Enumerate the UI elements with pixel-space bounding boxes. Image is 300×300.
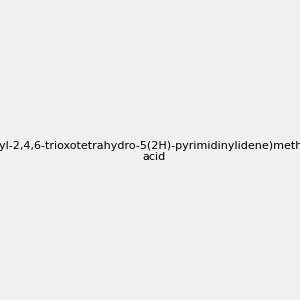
Text: 3-{5-[(1,3-dimethyl-2,4,6-trioxotetrahydro-5(2H)-pyrimidinylidene)methyl]-2-fury: 3-{5-[(1,3-dimethyl-2,4,6-trioxotetrahyd…	[0, 141, 300, 162]
